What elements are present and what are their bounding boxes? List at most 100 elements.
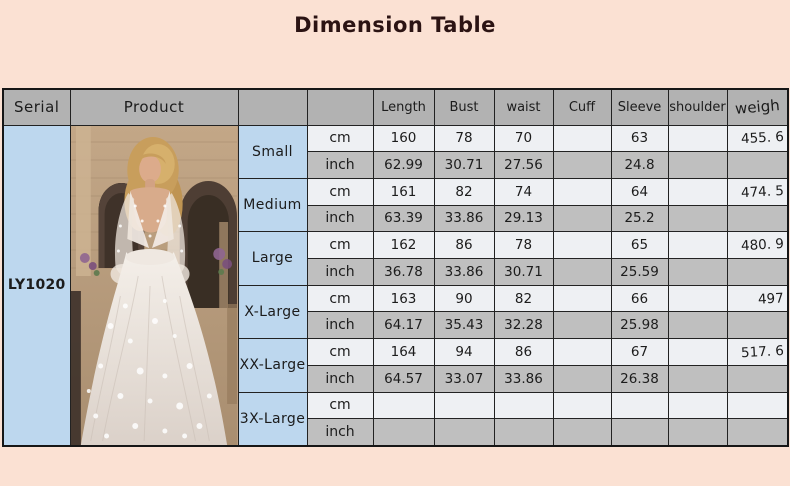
value-cell (667, 124, 728, 153)
value-cell: 70 (493, 124, 554, 153)
value-cell: 63 (610, 124, 669, 153)
value-cell: 65 (610, 231, 669, 259)
value-cell: 66 (610, 284, 669, 313)
value-cell (667, 418, 728, 446)
value-cell (552, 311, 612, 340)
serial-value: LY1020 (2, 124, 71, 446)
size-label: X-Large (237, 284, 308, 340)
weigh-value-cell (726, 418, 789, 446)
arch-right-shadow (187, 194, 229, 308)
value-cell: 86 (433, 231, 495, 259)
product-photo-cell (69, 124, 239, 446)
weigh-value: 474. 5 (740, 182, 785, 201)
value-cell (552, 284, 612, 313)
value-cell: 26.38 (610, 364, 669, 393)
value-cell: 35.43 (433, 311, 495, 340)
value-cell (372, 418, 435, 446)
value-cell (667, 258, 728, 286)
value-cell: 86 (493, 338, 554, 366)
value-cell (667, 391, 728, 420)
value-cell (667, 284, 728, 313)
col-header-weigh: weigh (726, 88, 789, 126)
value-cell: 33.07 (433, 364, 495, 393)
value-cell: 29.13 (493, 204, 554, 233)
col-header-length: Length (372, 88, 435, 126)
col-header-size (237, 88, 308, 126)
waistband (124, 248, 175, 265)
value-cell (667, 231, 728, 259)
value-cell: 90 (433, 284, 495, 313)
weigh-value-cell (726, 258, 789, 286)
value-cell: 160 (372, 124, 435, 153)
value-cell: 32.28 (493, 311, 554, 340)
weigh-value-cell: 517. 6 (726, 338, 789, 366)
weigh-value-cell (726, 151, 789, 179)
header-row: Serial Product Length Bust waist Cuff Sl… (2, 88, 789, 126)
table-row: Large cm 162 86 78 65 480. 9 (3, 231, 789, 286)
value-cell: 74 (493, 177, 554, 206)
value-cell (552, 204, 612, 233)
value-cell: 30.71 (493, 258, 554, 286)
col-header-unit (306, 88, 374, 126)
unit-label: cm (306, 391, 374, 420)
value-cell: 33.86 (493, 364, 554, 393)
weigh-value-cell: 455. 6 (726, 124, 789, 153)
col-header-product: Product (69, 88, 239, 126)
model-figure (80, 136, 227, 445)
value-cell (552, 258, 612, 286)
right-column-decoration (226, 303, 237, 404)
weigh-value-cell (726, 311, 789, 340)
table-row: X-Large cm 163 90 82 66 497 (3, 284, 789, 340)
unit-label: cm (306, 338, 374, 366)
table-row: Medium cm 161 82 74 64 474. 5 (3, 177, 789, 233)
value-cell (610, 391, 669, 420)
weigh-value: 480. 9 (740, 236, 785, 255)
table-row: 3X-Large cm (3, 391, 789, 446)
table-row: XX-Large cm 164 94 86 67 517. 6 (3, 338, 789, 393)
skirt-folds (89, 275, 210, 441)
value-cell: 62.99 (372, 151, 435, 179)
value-cell: 25.2 (610, 204, 669, 233)
value-cell (610, 418, 669, 446)
value-cell: 30.71 (433, 151, 495, 179)
unit-label: inch (306, 204, 374, 233)
size-label: Large (237, 231, 308, 286)
value-cell (552, 177, 612, 206)
value-cell (667, 204, 728, 233)
table-row: inch 36.78 33.86 30.71 25.59 (3, 258, 789, 286)
value-cell (372, 391, 435, 420)
value-cell (667, 364, 728, 393)
table-row: inch 64.17 35.43 32.28 25.98 (3, 311, 789, 340)
unit-label: cm (306, 124, 374, 153)
weigh-value-cell (726, 364, 789, 393)
weigh-value-cell (726, 204, 789, 233)
table-row: inch 64.57 33.07 33.86 26.38 (3, 364, 789, 393)
value-cell (552, 231, 612, 259)
value-cell (552, 391, 612, 420)
value-cell: 24.8 (610, 151, 669, 179)
weigh-value: 517. 6 (740, 342, 785, 362)
value-cell: 161 (372, 177, 435, 206)
value-cell (667, 151, 728, 179)
weigh-value-cell (726, 391, 789, 420)
value-cell: 82 (433, 177, 495, 206)
col-header-serial: Serial (2, 88, 71, 126)
weigh-value-cell: 497 (726, 284, 789, 313)
unit-label: inch (306, 364, 374, 393)
table-row: LY1020 (2, 124, 789, 446)
table-row: inch (3, 418, 789, 446)
col-header-sleeve: Sleeve (610, 88, 669, 126)
weigh-value-cell: 480. 9 (726, 231, 789, 259)
value-cell: 78 (493, 231, 554, 259)
value-cell: 36.78 (372, 258, 435, 286)
value-cell: 64.17 (372, 311, 435, 340)
unit-label: inch (306, 311, 374, 340)
lace-appliques (86, 204, 212, 438)
value-cell: 63.39 (372, 204, 435, 233)
value-cell (433, 391, 495, 420)
value-cell: 33.86 (433, 204, 495, 233)
value-cell (667, 338, 728, 366)
value-cell: 164 (372, 338, 435, 366)
unit-label: cm (306, 284, 374, 313)
